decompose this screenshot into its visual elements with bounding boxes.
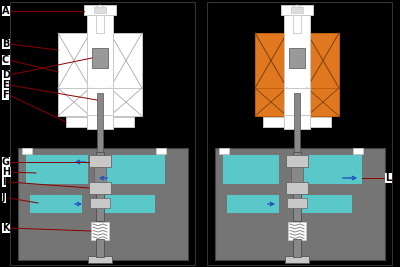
Bar	[92, 48, 108, 68]
Bar	[89, 155, 111, 167]
Bar	[103, 155, 165, 173]
Bar	[227, 195, 279, 213]
Bar	[291, 7, 303, 13]
Bar	[96, 193, 104, 221]
Bar	[18, 148, 188, 260]
Bar	[288, 222, 306, 240]
Bar	[284, 88, 310, 118]
Bar	[255, 88, 287, 116]
Bar	[96, 152, 104, 204]
Bar	[287, 198, 307, 208]
Bar	[293, 15, 301, 33]
Text: B: B	[2, 39, 9, 49]
Bar	[284, 115, 310, 129]
Bar	[207, 2, 392, 265]
Bar	[87, 15, 113, 93]
Bar	[300, 172, 362, 184]
Bar	[353, 148, 363, 154]
Bar	[113, 117, 134, 127]
Bar	[87, 115, 113, 129]
Bar	[293, 152, 301, 204]
Bar	[30, 195, 82, 213]
Bar	[88, 256, 112, 263]
Bar	[110, 33, 142, 88]
Bar	[281, 5, 313, 15]
Bar	[293, 239, 301, 257]
Bar	[87, 88, 113, 118]
Bar	[58, 33, 90, 88]
Bar	[10, 2, 195, 265]
Bar	[300, 195, 352, 213]
Text: C: C	[2, 55, 9, 65]
Bar	[286, 182, 308, 194]
Bar	[96, 239, 104, 257]
Bar	[285, 256, 309, 263]
Bar	[26, 155, 88, 173]
Bar	[300, 155, 362, 173]
Text: F: F	[2, 90, 9, 100]
Bar	[293, 193, 301, 221]
Bar	[90, 198, 110, 208]
Text: I: I	[2, 177, 6, 187]
Bar	[219, 148, 229, 154]
Bar	[289, 48, 305, 68]
Bar	[26, 172, 88, 184]
Bar	[255, 33, 287, 88]
Bar	[94, 167, 106, 183]
Bar	[284, 15, 310, 93]
Text: L: L	[385, 173, 391, 183]
Bar	[307, 88, 339, 116]
Text: D: D	[2, 70, 10, 80]
Bar	[263, 117, 284, 127]
Text: E: E	[2, 80, 9, 90]
Bar	[91, 222, 109, 240]
Bar	[291, 167, 303, 183]
Text: G: G	[2, 157, 10, 167]
Bar	[103, 172, 165, 184]
Text: H: H	[2, 167, 10, 177]
Bar	[89, 182, 111, 194]
Bar	[286, 155, 308, 167]
Bar	[215, 148, 385, 260]
Bar	[58, 88, 90, 116]
Bar	[97, 93, 103, 158]
Bar	[94, 7, 106, 13]
Bar	[96, 15, 104, 33]
Bar	[110, 88, 142, 116]
Bar	[156, 148, 166, 154]
Bar	[22, 148, 32, 154]
Bar	[103, 195, 155, 213]
Bar	[223, 172, 279, 184]
Bar	[310, 117, 331, 127]
Bar	[223, 155, 279, 173]
Text: K: K	[2, 223, 10, 233]
Text: J: J	[2, 193, 6, 203]
Bar	[294, 93, 300, 158]
Bar	[66, 117, 87, 127]
Bar	[307, 33, 339, 88]
Text: A: A	[2, 6, 10, 16]
Bar	[84, 5, 116, 15]
